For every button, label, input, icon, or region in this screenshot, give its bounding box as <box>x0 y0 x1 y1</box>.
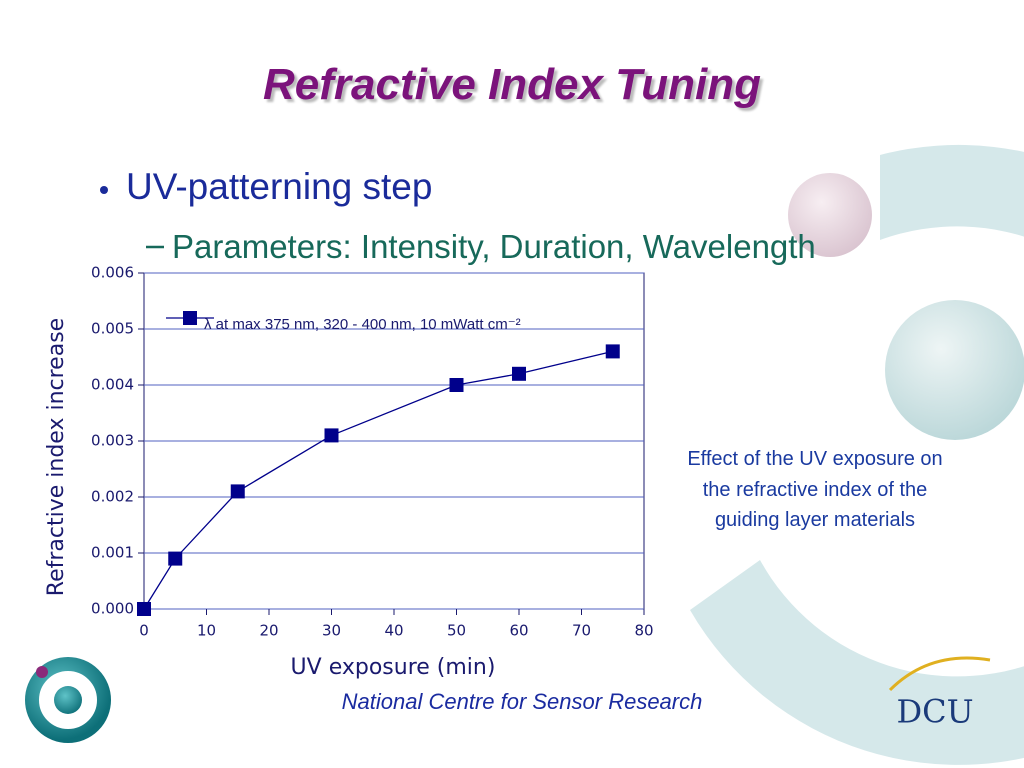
y-tick-label: 0.001 <box>91 544 134 562</box>
ring <box>690 144 1024 765</box>
y-tick-label: 0.000 <box>91 600 134 618</box>
sphere <box>788 173 872 257</box>
caption: Effect of the UV exposure on the refract… <box>687 448 943 531</box>
slide-title: Refractive Index Tuning <box>263 60 761 109</box>
data-point <box>512 366 526 381</box>
data-point <box>137 602 151 616</box>
logo-dot <box>54 686 82 714</box>
data-point <box>449 378 464 392</box>
y-tick-label: 0.002 <box>91 488 134 506</box>
data-point <box>168 551 183 566</box>
legend-marker <box>183 311 197 325</box>
x-tick-label: 50 <box>447 622 466 640</box>
sphere <box>885 300 1024 440</box>
y-tick-label: 0.004 <box>91 376 134 394</box>
logo-arc <box>888 656 991 692</box>
x-tick-label: 40 <box>384 622 403 640</box>
logo-text: DCU <box>896 693 973 731</box>
x-tick-label: 30 <box>322 622 341 640</box>
y-tick-label: 0.006 <box>91 264 134 282</box>
data-point <box>605 344 620 359</box>
x-tick-label: 70 <box>572 622 591 640</box>
data-point <box>230 484 245 499</box>
legend-label: λ at max 375 nm, 320 - 400 nm, 10 mWatt … <box>204 316 521 333</box>
x-tick-label: 10 <box>197 622 216 640</box>
logo-dot <box>36 666 48 678</box>
x-tick-label: 0 <box>139 622 149 640</box>
y-tick-label: 0.003 <box>91 432 134 450</box>
y-axis-label: Refractive index increase <box>44 318 69 596</box>
y-tick-label: 0.005 <box>91 320 134 338</box>
x-tick-label: 60 <box>509 622 528 640</box>
x-tick-label: 20 <box>259 622 278 640</box>
logo-ring <box>25 657 111 743</box>
x-axis-label: UV exposure (min) <box>291 655 496 680</box>
sub-bullet: Parameters: Intensity, Duration, Wavelen… <box>172 228 816 265</box>
footer: National Centre for Sensor Research <box>341 689 703 714</box>
bullet-marker <box>100 186 108 194</box>
bullet: UV-patterning step <box>126 166 433 207</box>
data-point <box>324 428 339 443</box>
x-tick-label: 80 <box>634 622 653 640</box>
